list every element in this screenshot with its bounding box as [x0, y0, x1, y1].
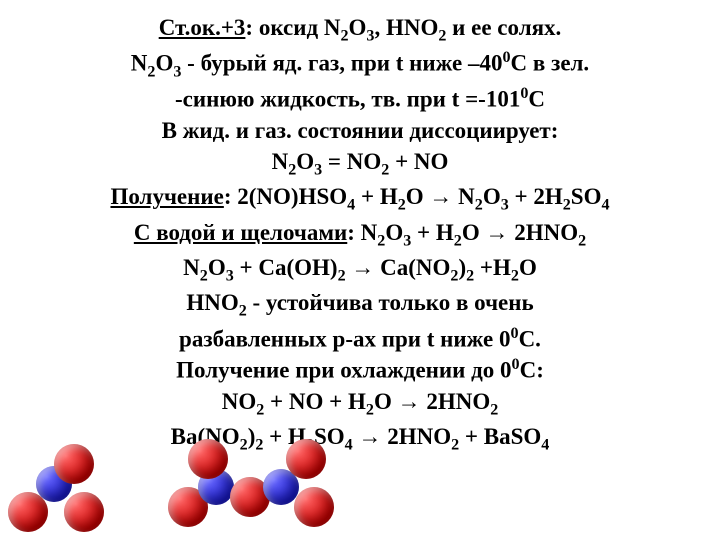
molecule-diagrams	[8, 439, 338, 534]
atom-red	[188, 439, 228, 479]
slide-text: Ст.ок.+3: оксид N2O3, HNO2 и ее солях. N…	[0, 0, 720, 457]
line-4: В жид. и газ. состоянии диссоциирует:	[20, 115, 700, 146]
heading-oxstate: Ст.ок.+3	[159, 15, 246, 40]
line-3: -синюю жидкость, тв. при t =-1010C	[20, 83, 700, 115]
molecule-n2o3	[168, 439, 338, 534]
atom-red	[286, 439, 326, 479]
molecule-no2	[8, 444, 128, 534]
line-8: N2O3 + Ca(OH)2 → Ca(NO2)2 +H2O	[20, 252, 700, 287]
atom-red	[64, 492, 104, 532]
line-9: HNO2 - устойчива только в очень	[20, 287, 700, 322]
line-1: Ст.ок.+3: оксид N2O3, HNO2 и ее солях.	[20, 12, 700, 47]
line-10: разбавленных р-ах при t ниже 00C.	[20, 323, 700, 355]
heading-water-alkali: С водой и щелочами	[134, 220, 347, 245]
line-6: Получение: 2(NO)HSO4 + H2O → N2O3 + 2H2S…	[20, 181, 700, 216]
atom-red	[294, 487, 334, 527]
heading-poluchenie: Получение	[110, 184, 223, 209]
line-12: NO2 + NO + H2O → 2HNO2	[20, 386, 700, 421]
line-2: N2O3 - бурый яд. газ, при t ниже –400C в…	[20, 47, 700, 83]
line-5: N2O3 = NO2 + NO	[20, 146, 700, 181]
line-7: С водой и щелочами: N2O3 + H2O → 2HNO2	[20, 217, 700, 252]
line-11: Получение при охлаждении до 00C:	[20, 354, 700, 386]
atom-red	[54, 444, 94, 484]
